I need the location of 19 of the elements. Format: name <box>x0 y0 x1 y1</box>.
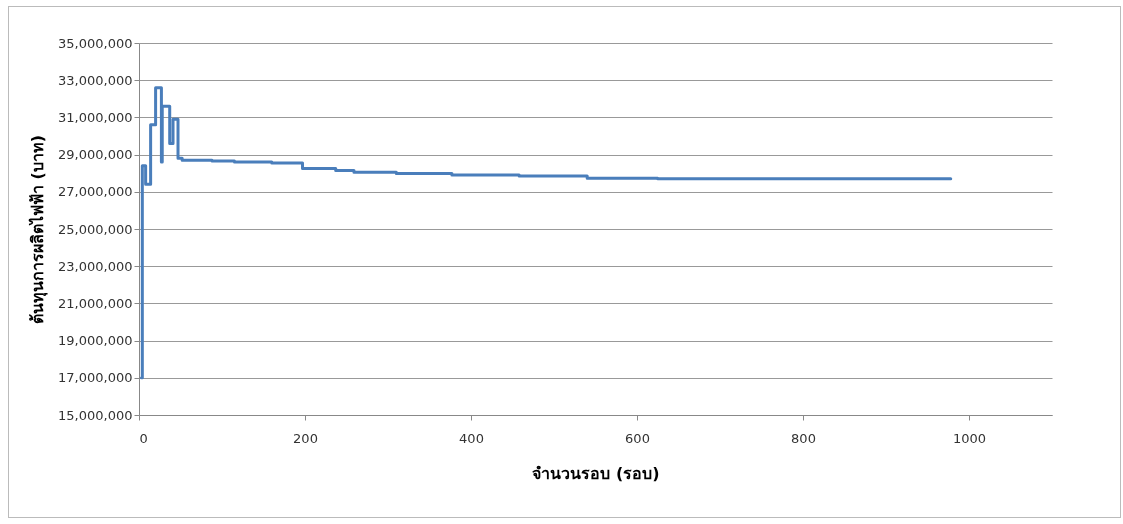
x-axis-title: จำนวนรอบ (รอบ) <box>532 463 660 483</box>
y-tick-label: 19,000,000 <box>58 333 133 349</box>
y-tick-label: 17,000,000 <box>58 370 133 386</box>
y-tick-label: 25,000,000 <box>58 221 133 237</box>
y-axis-title: ต้นทุนการผลิตไฟฟ้า (บาท) <box>28 134 49 325</box>
x-tick-label: 200 <box>293 430 318 446</box>
y-tick-label: 33,000,000 <box>58 72 133 88</box>
y-tick-label: 27,000,000 <box>58 184 133 200</box>
y-tick-label: 15,000,000 <box>58 407 133 423</box>
y-tick-label: 35,000,000 <box>58 35 133 51</box>
y-tick-label: 23,000,000 <box>58 258 133 274</box>
y-tick-label: 31,000,000 <box>58 109 133 125</box>
x-tick-label: 600 <box>625 430 650 446</box>
x-tick-label: 1000 <box>952 430 987 446</box>
x-tick-label: 800 <box>791 430 816 446</box>
y-tick-label: 29,000,000 <box>58 147 133 163</box>
x-tick-label: 400 <box>459 430 484 446</box>
x-tick-label: 0 <box>139 430 148 446</box>
y-tick-label: 21,000,000 <box>58 295 133 311</box>
